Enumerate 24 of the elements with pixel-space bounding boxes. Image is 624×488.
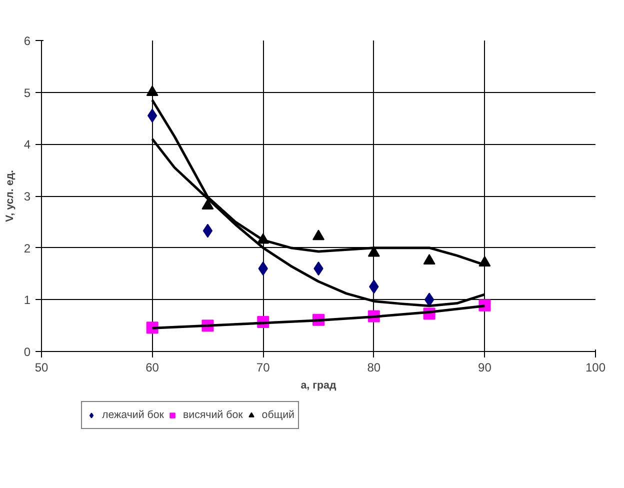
y-tick-label: 5 [24,86,31,100]
x-tick-label: 50 [34,360,48,374]
point [146,85,158,96]
point [424,292,434,307]
point [202,198,214,210]
y-tick-label: 3 [24,190,31,204]
x-tick-label: 80 [367,360,381,374]
legend-label: лежачий бок [102,409,164,421]
y-tick-label: 2 [24,241,31,256]
y-tick-label: 0 [24,345,31,359]
point [423,254,436,264]
x-tick-label: 60 [146,360,160,374]
y-tick-label: 1 [24,293,31,308]
x-tick-label: 100 [585,360,606,374]
x-tick-label: 90 [478,360,492,374]
x-tick-label: 70 [256,360,270,374]
legend-label: общий [262,409,294,421]
point [312,230,324,240]
legend-label: висячий бок [182,409,243,421]
y-axis-title: V, усл. ед. [4,170,16,222]
point [202,224,213,238]
x-axis-title: a, град [300,380,336,392]
y-tick-label: 6 [24,34,31,48]
y-tick-label: 4 [24,138,31,152]
